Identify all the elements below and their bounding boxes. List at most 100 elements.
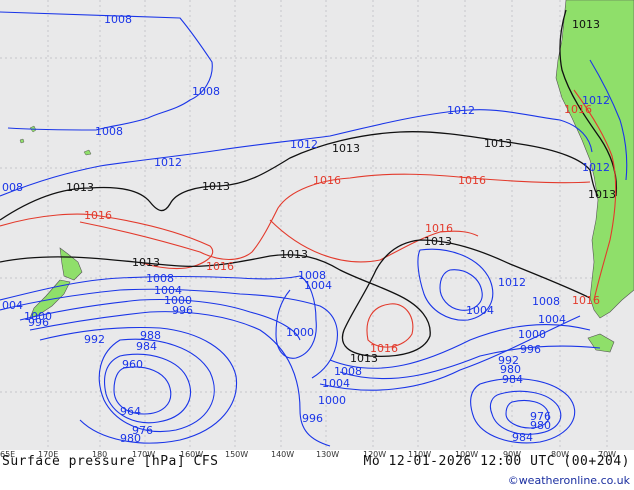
isobar-964-ring [113, 366, 172, 415]
label-1008: 1008 [334, 365, 362, 378]
label-1008: 1008 [192, 85, 220, 98]
isobar-1016-high [366, 303, 414, 348]
longitude-tick: 140W [271, 450, 295, 459]
isobar-1004-east-low [439, 269, 483, 311]
label-1013: 1013 [484, 137, 512, 150]
label-992: 992 [84, 333, 105, 346]
label-1012: 1012 [582, 161, 610, 174]
isobar-1016-south [0, 213, 213, 270]
label-1016: 1016 [564, 103, 592, 116]
label-1013: 1013 [588, 188, 616, 201]
label-1004: 004 [2, 299, 23, 312]
label-1008: 008 [2, 181, 23, 194]
label-1000: 1000 [518, 328, 546, 341]
longitude-tick: 110W [408, 450, 432, 459]
isobar-996-south [29, 311, 331, 447]
isobar-1008-east-low [417, 248, 494, 321]
label-1016: 1016 [84, 209, 112, 222]
label-1004: 1004 [154, 284, 182, 297]
isobar-labels: 1008 1008 1008 008 1012 1012 1012 1012 1… [2, 13, 616, 445]
longitude-tick: 160W [180, 450, 204, 459]
longitude-tick: 170E [38, 450, 59, 459]
isobar-1013-sa-coast [559, 9, 618, 197]
isobar-1004-southeast [319, 315, 581, 391]
label-1013: 1013 [66, 181, 94, 194]
label-1012: 1012 [447, 104, 475, 117]
isobar-976-ring [103, 353, 191, 424]
label-1000: 1000 [318, 394, 346, 407]
isobar-1000-south [19, 298, 301, 341]
isobar-992-ring [39, 326, 238, 444]
isobar-1012-north [0, 109, 593, 197]
label-988: 988 [140, 329, 161, 342]
isobar-1004-south [0, 288, 338, 379]
longitude-tick: 180 [92, 450, 108, 459]
isobar-1008-north [0, 11, 213, 131]
label-1013: 1013 [424, 235, 452, 248]
label-1012: 1012 [290, 138, 318, 151]
label-984: 984 [512, 431, 533, 444]
new-zealand-north-island [59, 247, 83, 281]
pressure-map: 1008 1008 1008 008 1012 1012 1012 1012 1… [0, 0, 634, 450]
isobar-1013-south [0, 239, 591, 358]
label-1013: 1013 [132, 256, 160, 269]
longitude-tick: 170W [132, 450, 156, 459]
label-996: 996 [28, 316, 49, 329]
label-1012: 1012 [498, 276, 526, 289]
label-1004: 1004 [304, 279, 332, 292]
isobar-992-east-ring [470, 378, 576, 444]
forecast-time: Mo 12-01-2026 12:00 UTC (00+204) [363, 454, 630, 469]
label-1004: 1004 [322, 377, 350, 390]
longitude-tick: 80W [551, 450, 570, 459]
label-964: 964 [120, 405, 141, 418]
label-1008: 1008 [146, 272, 174, 285]
label-1000: 1000 [164, 294, 192, 307]
label-1004: 1004 [538, 313, 566, 326]
label-1016: 1016 [572, 294, 600, 307]
label-1016: 1016 [425, 222, 453, 235]
label-992: 992 [498, 354, 519, 367]
label-976: 976 [132, 424, 153, 437]
label-976: 976 [530, 410, 551, 423]
label-984: 984 [502, 373, 523, 386]
label-1008: 1008 [298, 269, 326, 282]
longitude-tick: 70W [598, 450, 617, 459]
label-1012: 1012 [154, 156, 182, 169]
label-1008: 1008 [104, 13, 132, 26]
map-footer: Surface pressure [hPa] CFS Mo 12-01-2026… [0, 452, 634, 490]
label-1013: 1013 [280, 248, 308, 261]
label-984: 984 [136, 340, 157, 353]
label-996: 996 [172, 304, 193, 317]
label-1013: 1013 [332, 142, 360, 155]
label-996: 996 [520, 343, 541, 356]
longitude-axis: 65E 170E 180 170W 160W 150W 140W 130W 12… [0, 450, 634, 462]
isobar-1012-sa-coast [589, 59, 628, 181]
label-1008: 1008 [532, 295, 560, 308]
longitude-tick: 120W [363, 450, 387, 459]
label-1016: 1016 [458, 174, 486, 187]
label-1000: 1000 [286, 326, 314, 339]
isobar-1013-north [0, 131, 599, 221]
label-1016: 1016 [313, 174, 341, 187]
label-1000: 1000 [24, 310, 52, 323]
isobar-1016-loop [269, 219, 479, 263]
isobar-1016-central [79, 173, 591, 261]
tierra-del-fuego [587, 333, 615, 353]
label-980: 980 [120, 432, 141, 445]
map-title: Surface pressure [hPa] CFS [2, 454, 219, 469]
label-1013: 1013 [350, 352, 378, 365]
isobar-976-east-ring [505, 399, 550, 429]
label-960: 960 [122, 358, 143, 371]
label-1004: 1004 [466, 304, 494, 317]
isobar-984-east-ring [489, 390, 562, 435]
credit-link[interactable]: ©weatheronline.co.uk [507, 474, 630, 487]
label-996: 996 [302, 412, 323, 425]
longitude-tick: 150W [225, 450, 249, 459]
label-1008: 1008 [95, 125, 123, 138]
south-america-land [555, 0, 634, 319]
isobar-988-ring [98, 338, 215, 433]
label-1016: 1016 [206, 260, 234, 273]
island-group-west [19, 125, 92, 156]
map-canvas: 1008 1008 1008 008 1012 1012 1012 1012 1… [0, 0, 634, 450]
longitude-tick: 65E [0, 450, 16, 459]
